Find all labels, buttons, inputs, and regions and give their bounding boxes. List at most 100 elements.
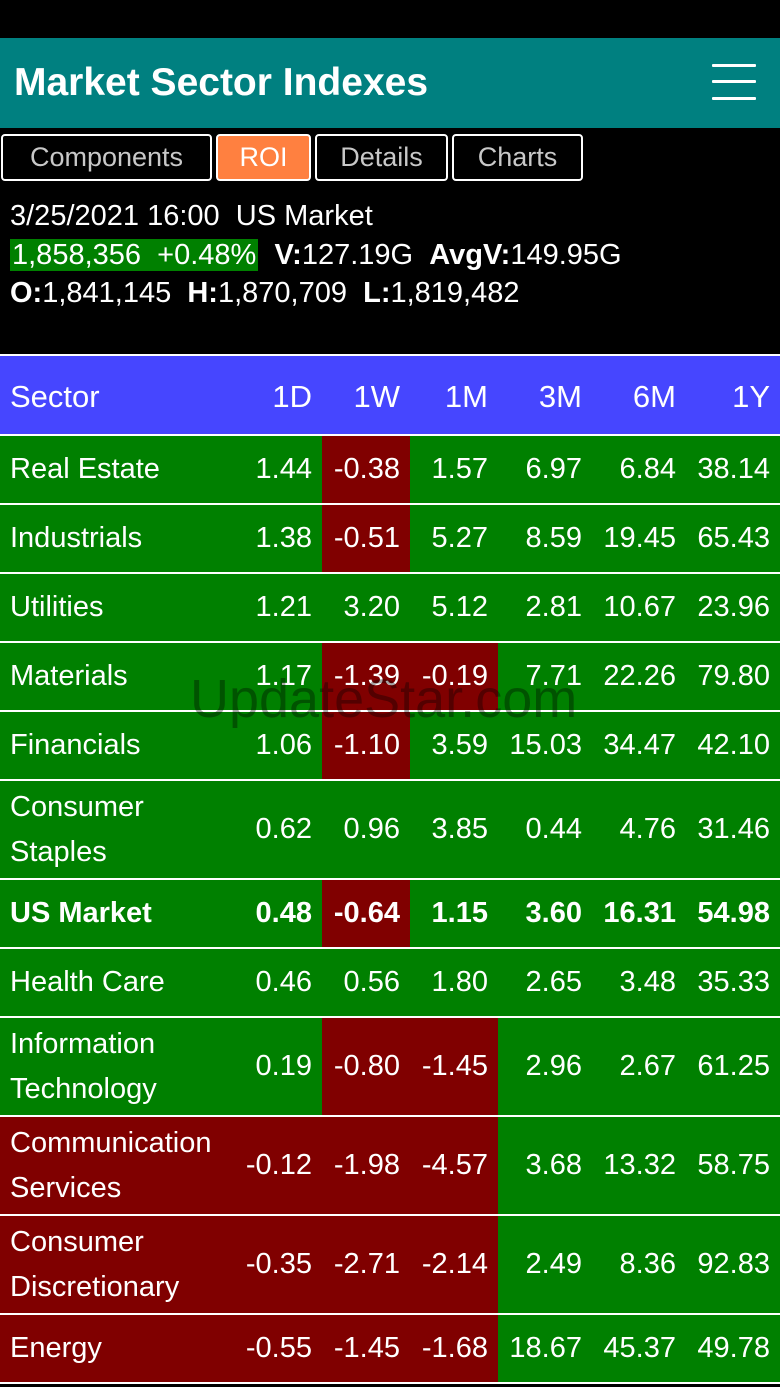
header-1m[interactable]: 1M bbox=[444, 379, 488, 414]
sector-name: Consumer Staples bbox=[0, 781, 322, 878]
roi-cell-1m: 3.85 bbox=[410, 781, 498, 878]
roi-cell-1w: -1.98 bbox=[322, 1117, 410, 1214]
header-1y[interactable]: 1Y bbox=[732, 379, 770, 414]
roi-cell-1y: 23.96 bbox=[680, 574, 780, 641]
roi-cell-6m: 8.36 bbox=[588, 1216, 680, 1313]
roi-cell-3m: 18.67 bbox=[498, 1315, 588, 1382]
summary-high: 1,870,709 bbox=[217, 277, 347, 309]
roi-cell-1y: 92.83 bbox=[680, 1216, 780, 1313]
roi-cell-6m: 19.45 bbox=[588, 505, 680, 572]
summary-price: 1,858,356 bbox=[12, 239, 142, 271]
roi-cell-3m: 0.44 bbox=[498, 781, 588, 878]
roi-cell-1y: 61.25 bbox=[680, 1018, 780, 1115]
header-6m[interactable]: 6M bbox=[632, 379, 676, 414]
roi-cell-1y: 31.46 bbox=[680, 781, 780, 878]
roi-cell-1d: -0.12 bbox=[245, 1149, 312, 1181]
roi-cell-6m: 6.84 bbox=[588, 436, 680, 503]
roi-cell-1w: -1.10 bbox=[322, 712, 410, 779]
high-label: H: bbox=[187, 277, 218, 309]
header-sector[interactable]: Sector bbox=[10, 379, 100, 414]
roi-cell-1y: 49.78 bbox=[680, 1315, 780, 1382]
sector-name: Health Care bbox=[0, 949, 322, 1016]
summary-avg-volume: 149.95G bbox=[510, 239, 622, 271]
roi-cell-6m: 10.67 bbox=[588, 574, 680, 641]
low-label: L: bbox=[363, 277, 391, 309]
table-row[interactable]: Health Care 0.46 0.56 1.80 2.65 3.48 35.33 bbox=[0, 949, 780, 1018]
roi-cell-1d: 0.46 bbox=[255, 966, 312, 998]
summary-change: +0.48% bbox=[157, 239, 257, 271]
roi-cell-6m: 22.26 bbox=[588, 643, 680, 710]
summary-open: 1,841,145 bbox=[42, 277, 172, 309]
roi-cell-1m: 1.15 bbox=[410, 880, 498, 947]
roi-cell-1d: -0.55 bbox=[245, 1332, 312, 1364]
header-1w[interactable]: 1W bbox=[353, 379, 401, 414]
header-1d[interactable]: 1D bbox=[272, 379, 312, 414]
table-row[interactable]: US Market 0.48 -0.64 1.15 3.60 16.31 54.98 bbox=[0, 880, 780, 949]
sector-name: Industrials bbox=[0, 505, 322, 572]
table-row[interactable]: Energy -0.55 -1.45 -1.68 18.67 45.37 49.78 bbox=[0, 1315, 780, 1384]
table-row[interactable]: Consumer Discretionary -0.35 -2.71 -2.14 2.4… bbox=[0, 1216, 780, 1315]
roi-cell-1w: 0.96 bbox=[322, 781, 410, 878]
status-bar bbox=[0, 0, 780, 38]
roi-cell-1w: -1.45 bbox=[322, 1315, 410, 1382]
volume-label: V: bbox=[274, 239, 302, 271]
roi-cell-6m: 45.37 bbox=[588, 1315, 680, 1382]
table-row[interactable]: Financials 1.06 -1.10 3.59 15.03 34.47 42.10 bbox=[0, 712, 780, 781]
summary-low: 1,819,482 bbox=[390, 277, 520, 309]
table-body: Real Estate 1.44 -0.38 1.57 6.97 6.84 38.14 Ind… bbox=[0, 436, 780, 1384]
roi-cell-1y: 54.98 bbox=[680, 880, 780, 947]
roi-cell-1y: 35.33 bbox=[680, 949, 780, 1016]
open-label: O: bbox=[10, 277, 43, 309]
roi-cell-6m: 16.31 bbox=[588, 880, 680, 947]
roi-table: Sector 1D 1W 1M 3M 6M 1Y Real Estate 1.44 -0.38 1… bbox=[0, 354, 780, 1384]
avg-volume-label: AvgV: bbox=[429, 239, 511, 271]
roi-cell-6m: 3.48 bbox=[588, 949, 680, 1016]
summary-line-3: O:1,841,145 H:1,870,709 L:1,819,482 bbox=[10, 275, 520, 311]
table-row[interactable]: Consumer Staples 0.62 0.96 3.85 0.44 4.76 31.4… bbox=[0, 781, 780, 880]
roi-cell-1m: -1.45 bbox=[410, 1018, 498, 1115]
table-row[interactable]: Utilities 1.21 3.20 5.12 2.81 10.67 23.96 bbox=[0, 574, 780, 643]
hamburger-menu-icon[interactable] bbox=[712, 64, 756, 102]
roi-cell-6m: 2.67 bbox=[588, 1018, 680, 1115]
roi-cell-1y: 65.43 bbox=[680, 505, 780, 572]
table-row[interactable]: Real Estate 1.44 -0.38 1.57 6.97 6.84 38.14 bbox=[0, 436, 780, 505]
roi-cell-1w: 0.56 bbox=[322, 949, 410, 1016]
roi-cell-1m: 5.27 bbox=[410, 505, 498, 572]
roi-cell-1d: -0.35 bbox=[245, 1248, 312, 1280]
tab-roi[interactable]: ROI bbox=[216, 134, 311, 181]
roi-cell-1d: 1.06 bbox=[255, 729, 312, 761]
roi-cell-1d: 0.19 bbox=[255, 1050, 312, 1082]
roi-cell-1d: 1.21 bbox=[255, 591, 312, 623]
table-row[interactable]: Communication Services -0.12 -1.98 -4.57 3.6… bbox=[0, 1117, 780, 1216]
tab-components[interactable]: Components bbox=[1, 134, 212, 181]
roi-cell-1d: 0.48 bbox=[255, 897, 312, 929]
summary-market: US Market bbox=[235, 200, 373, 232]
tab-charts[interactable]: Charts bbox=[452, 134, 583, 181]
sector-name: Consumer Discretionary bbox=[0, 1216, 322, 1313]
roi-cell-1m: -1.68 bbox=[410, 1315, 498, 1382]
roi-cell-1y: 38.14 bbox=[680, 436, 780, 503]
roi-cell-1m: -2.14 bbox=[410, 1216, 498, 1313]
roi-cell-6m: 13.32 bbox=[588, 1117, 680, 1214]
tab-details[interactable]: Details bbox=[315, 134, 448, 181]
roi-cell-1m: 3.59 bbox=[410, 712, 498, 779]
roi-cell-1y: 79.80 bbox=[680, 643, 780, 710]
roi-cell-3m: 6.97 bbox=[498, 436, 588, 503]
roi-cell-1y: 58.75 bbox=[680, 1117, 780, 1214]
sector-name: Energy bbox=[0, 1315, 322, 1382]
roi-cell-3m: 2.96 bbox=[498, 1018, 588, 1115]
sector-name: Materials bbox=[0, 643, 322, 710]
header-3m[interactable]: 3M bbox=[538, 379, 582, 414]
roi-cell-1y: 42.10 bbox=[680, 712, 780, 779]
table-row[interactable]: Information Technology 0.19 -0.80 -1.45 2.96… bbox=[0, 1018, 780, 1117]
roi-cell-3m: 3.68 bbox=[498, 1117, 588, 1214]
table-row[interactable]: Materials 1.17 -1.39 -0.19 7.71 22.26 79.80 bbox=[0, 643, 780, 712]
roi-cell-1w: -2.71 bbox=[322, 1216, 410, 1313]
sector-name: Communication Services bbox=[0, 1117, 322, 1214]
roi-cell-1m: 1.57 bbox=[410, 436, 498, 503]
roi-cell-1m: 5.12 bbox=[410, 574, 498, 641]
roi-cell-1m: -4.57 bbox=[410, 1117, 498, 1214]
roi-cell-6m: 34.47 bbox=[588, 712, 680, 779]
roi-cell-1d: 0.62 bbox=[255, 813, 312, 845]
table-row[interactable]: Industrials 1.38 -0.51 5.27 8.59 19.45 65.43 bbox=[0, 505, 780, 574]
